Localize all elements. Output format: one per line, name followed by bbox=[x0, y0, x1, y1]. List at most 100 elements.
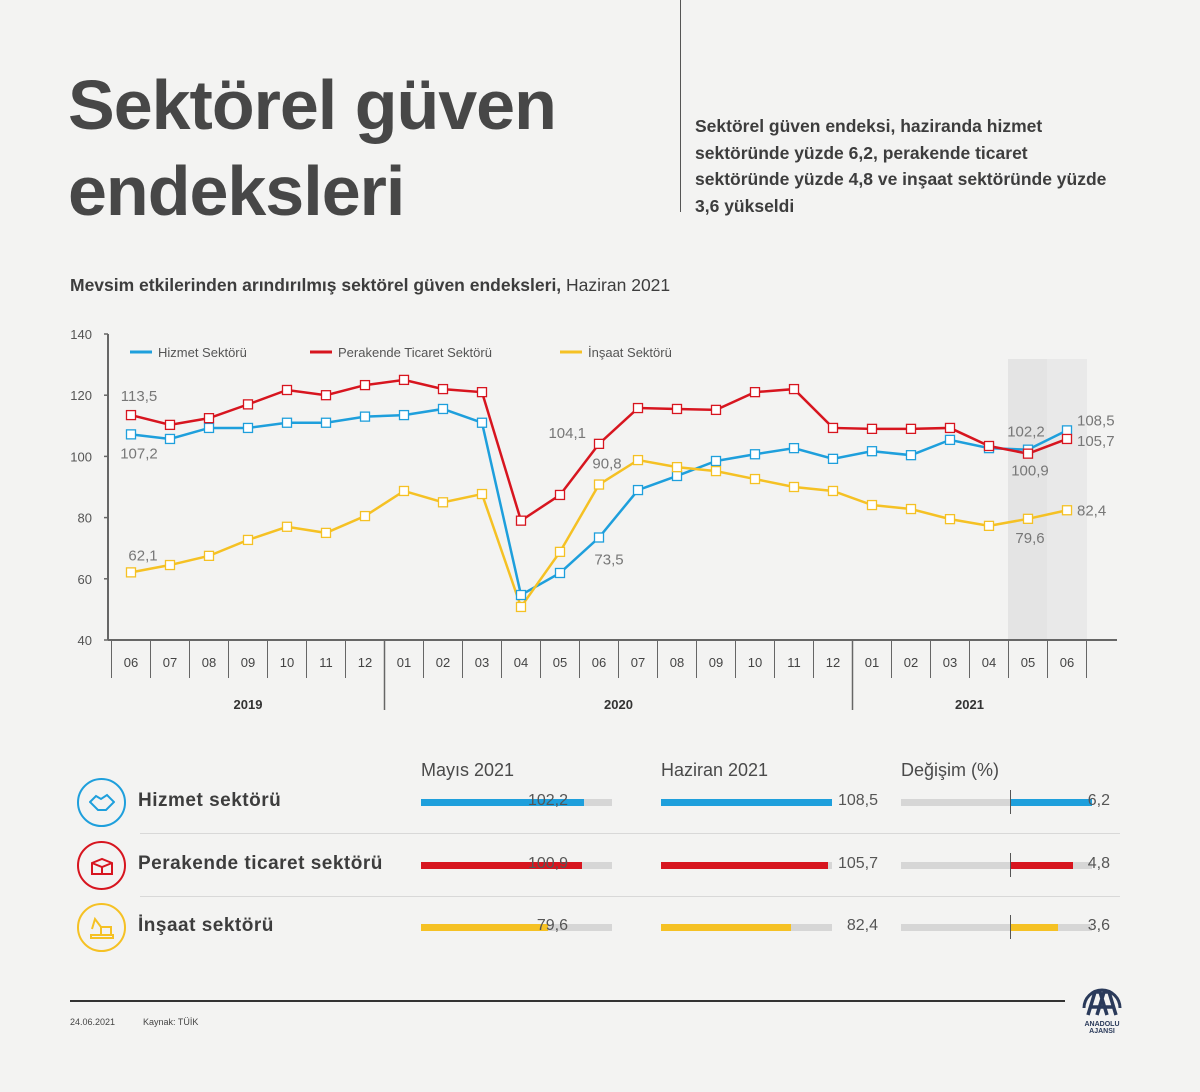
x-tick-label: 02 bbox=[904, 655, 918, 670]
zero-line bbox=[1010, 790, 1011, 814]
data-point bbox=[632, 402, 644, 414]
bar-fill bbox=[421, 862, 582, 869]
title-line-2: endeksleri bbox=[68, 152, 405, 230]
data-point bbox=[281, 521, 293, 532]
x-tick-label: 01 bbox=[865, 655, 879, 670]
footer-date: 24.06.2021 bbox=[70, 1017, 116, 1027]
column-header: Mayıs 2021 bbox=[421, 760, 515, 780]
y-tick-label: 140 bbox=[70, 327, 92, 342]
bar-may bbox=[421, 799, 612, 806]
x-tick-label: 02 bbox=[436, 655, 450, 670]
data-point bbox=[827, 453, 839, 464]
data-point bbox=[944, 513, 956, 525]
data-point bbox=[788, 383, 800, 395]
data-point bbox=[1061, 425, 1073, 436]
bar-fill bbox=[661, 799, 832, 806]
data-point bbox=[125, 567, 137, 578]
open-box-icon bbox=[77, 841, 126, 890]
year-label: 2020 bbox=[604, 697, 633, 712]
data-point bbox=[515, 601, 527, 613]
value-june: 108,5 bbox=[837, 792, 878, 809]
data-point bbox=[671, 403, 683, 415]
data-label: 102,2 bbox=[1007, 424, 1045, 441]
bar-fill bbox=[421, 799, 584, 806]
value-june: 82,4 bbox=[846, 917, 878, 934]
y-tick-label: 120 bbox=[70, 388, 92, 403]
data-point bbox=[203, 413, 215, 424]
data-point bbox=[593, 438, 605, 450]
x-tick-label: 03 bbox=[943, 655, 957, 670]
data-point bbox=[749, 473, 761, 485]
data-point bbox=[983, 520, 995, 532]
bar-may bbox=[421, 924, 612, 931]
value-change: 4,8 bbox=[1087, 855, 1110, 872]
y-tick-label: 40 bbox=[78, 633, 92, 648]
data-point bbox=[515, 515, 527, 526]
data-label: 90,8 bbox=[592, 456, 621, 473]
x-tick-label: 01 bbox=[397, 655, 411, 670]
data-point bbox=[710, 404, 722, 416]
x-tick-label: 09 bbox=[241, 655, 255, 670]
row-label: İnşaat sektörü bbox=[138, 915, 274, 936]
x-tick-label: 06 bbox=[1060, 655, 1074, 670]
line-chart: 40 60 80 100 120 140 06 07 08 09 10 11 12 01 02 03 04 05 0… bbox=[70, 327, 1117, 712]
x-tick-label: 12 bbox=[826, 655, 840, 670]
anadolu-logo: ANADOLU AJANSI bbox=[1072, 982, 1132, 1035]
bar-change bbox=[901, 862, 1092, 869]
highlight-band-may bbox=[1008, 359, 1048, 640]
logo-text: ANADOLU AJANSI bbox=[1084, 1021, 1120, 1035]
data-label: 100,9 bbox=[1011, 463, 1049, 480]
data-label: 73,5 bbox=[594, 551, 623, 568]
data-point bbox=[866, 423, 878, 435]
data-point bbox=[398, 409, 410, 421]
data-point bbox=[827, 422, 839, 434]
x-tick-label: 11 bbox=[319, 655, 333, 670]
x-tick-label: 07 bbox=[631, 655, 645, 670]
data-point bbox=[749, 449, 761, 460]
chart-title: Mevsim etkilerinden arındırılmış sektöre… bbox=[70, 275, 670, 296]
data-point bbox=[164, 419, 176, 431]
data-point bbox=[632, 484, 644, 496]
bar-fill bbox=[1010, 799, 1092, 806]
bar-june bbox=[661, 799, 832, 806]
highlight-band-june bbox=[1047, 359, 1087, 640]
data-point bbox=[1022, 448, 1034, 459]
data-point bbox=[710, 455, 722, 467]
x-tick-label: 05 bbox=[553, 655, 567, 670]
data-point bbox=[203, 422, 215, 434]
row-divider bbox=[140, 833, 1120, 834]
bar-fill bbox=[421, 924, 548, 931]
data-point bbox=[983, 440, 995, 452]
bar-june bbox=[661, 924, 832, 931]
data-point bbox=[437, 383, 449, 395]
footer-source: Kaynak: TÜİK bbox=[143, 1017, 199, 1027]
data-label: 79,6 bbox=[1015, 530, 1044, 547]
data-point bbox=[671, 461, 683, 473]
y-tick-label: 60 bbox=[78, 572, 92, 587]
value-change: 3,6 bbox=[1087, 917, 1110, 934]
data-point bbox=[905, 423, 917, 435]
year-label: 2021 bbox=[955, 697, 984, 712]
data-label: 104,1 bbox=[548, 425, 586, 442]
row-label: Perakende ticaret sektörü bbox=[138, 853, 383, 874]
zero-line bbox=[1010, 853, 1011, 877]
data-point bbox=[125, 409, 137, 421]
data-point bbox=[866, 446, 878, 457]
excavator-icon bbox=[77, 903, 126, 952]
bar-fill bbox=[1010, 924, 1058, 931]
data-point bbox=[788, 481, 800, 493]
data-point bbox=[632, 454, 644, 466]
x-tick-label: 06 bbox=[592, 655, 606, 670]
aa-logo-icon bbox=[1082, 988, 1122, 1016]
value-may: 79,6 bbox=[536, 917, 568, 934]
data-point bbox=[593, 532, 605, 543]
data-point bbox=[1022, 513, 1034, 524]
chart-title-bold: Mevsim etkilerinden arındırılmış sektöre… bbox=[70, 275, 562, 295]
bar-change bbox=[901, 924, 1092, 931]
data-point bbox=[671, 470, 683, 482]
data-point bbox=[164, 559, 176, 571]
value-may: 100,9 bbox=[527, 855, 568, 872]
x-tick-label: 10 bbox=[748, 655, 762, 670]
column-header: Haziran 2021 bbox=[661, 760, 769, 780]
data-point bbox=[944, 434, 956, 446]
